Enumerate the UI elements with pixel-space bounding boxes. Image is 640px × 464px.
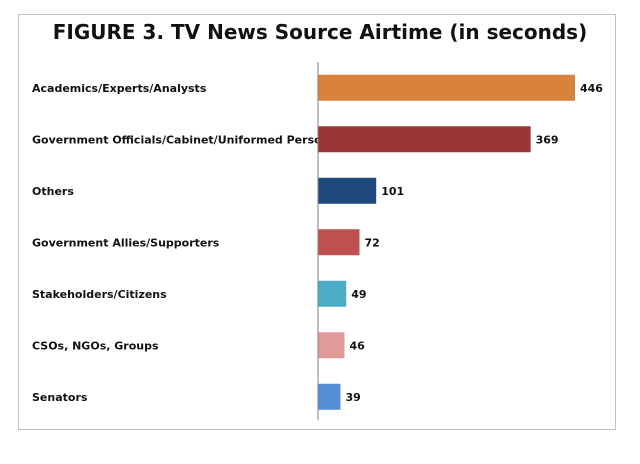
category-label: Senators (32, 391, 88, 404)
bar (318, 383, 341, 410)
category-label: Others (32, 185, 74, 198)
bar (318, 332, 345, 359)
category-label: CSOs, NGOs, Groups (32, 339, 159, 352)
bar (318, 177, 377, 204)
bar (318, 280, 347, 307)
data-label: 446 (580, 82, 603, 95)
data-label: 49 (351, 288, 366, 301)
data-label: 101 (381, 185, 404, 198)
category-label: Government Officials/Cabinet/Uniformed P… (32, 133, 336, 146)
bar (318, 74, 575, 101)
data-label: 72 (364, 236, 379, 249)
data-label: 369 (536, 133, 559, 146)
bars-layer: Academics/Experts/Analysts 446 Government … (32, 74, 603, 410)
data-label: 39 (345, 391, 360, 404)
category-label: Stakeholders/Citizens (32, 288, 167, 301)
category-label: Academics/Experts/Analysts (32, 82, 207, 95)
data-label: 46 (350, 339, 366, 352)
bar (318, 126, 531, 153)
category-label: Government Allies/Supporters (32, 236, 220, 249)
chart-title: FIGURE 3. TV News Source Airtime (in sec… (52, 20, 588, 44)
bar (318, 229, 360, 256)
